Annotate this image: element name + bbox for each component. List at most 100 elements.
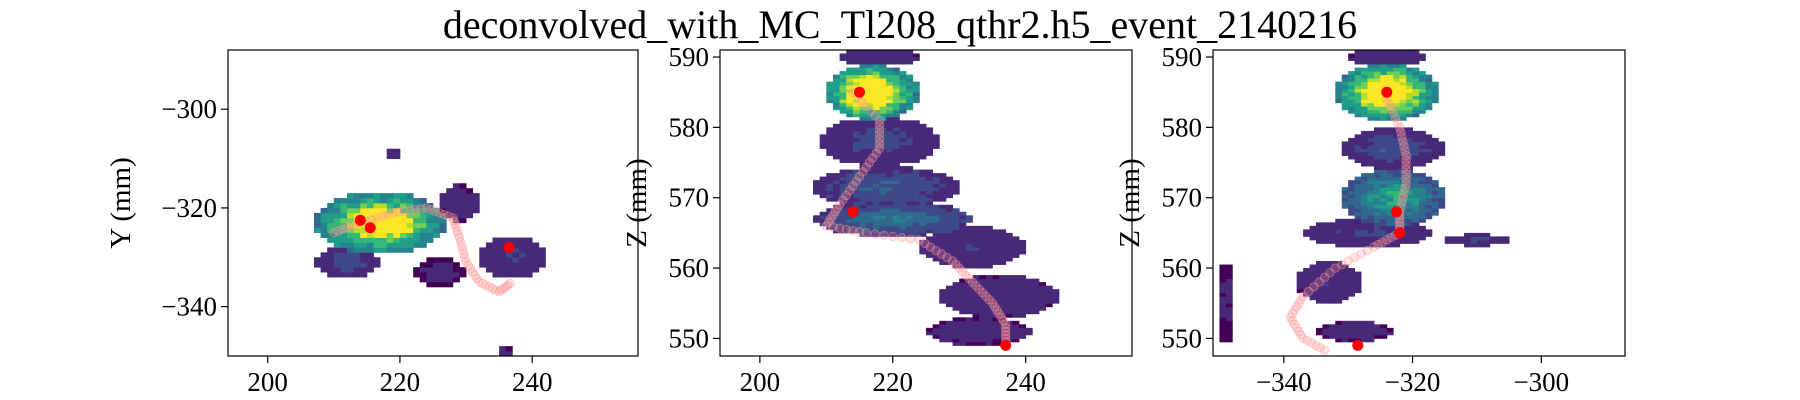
heatmap-cell bbox=[959, 232, 967, 237]
trajectory-point bbox=[1001, 330, 1011, 340]
heatmap-cell bbox=[485, 242, 493, 248]
heatmap-cell bbox=[999, 296, 1007, 301]
heatmap-cell bbox=[1393, 169, 1401, 174]
heatmap-cell bbox=[466, 203, 474, 209]
heatmap-cell bbox=[485, 262, 493, 268]
heatmap-cell bbox=[1341, 275, 1349, 280]
heatmap-cell bbox=[939, 194, 947, 199]
true-hit-marker bbox=[1000, 339, 1012, 351]
heatmap-cell bbox=[1367, 144, 1375, 149]
heatmap-cell bbox=[879, 152, 887, 156]
heatmap-cell bbox=[1380, 194, 1388, 199]
heatmap-cell bbox=[899, 109, 907, 114]
heatmap-cell bbox=[1335, 85, 1343, 90]
heatmap-cell bbox=[1367, 331, 1375, 336]
y-axis-label: Y (mm) bbox=[105, 157, 137, 249]
heatmap-cell bbox=[313, 212, 321, 219]
heatmap-cell bbox=[912, 53, 920, 58]
heatmap-cell bbox=[1393, 222, 1401, 227]
heatmap-cell bbox=[1361, 320, 1368, 325]
heatmap-cell bbox=[859, 152, 867, 156]
heatmap-cell bbox=[912, 127, 920, 132]
heatmap-cell bbox=[1354, 194, 1362, 199]
heatmap-cell bbox=[1386, 239, 1394, 244]
heatmap-cell bbox=[972, 236, 980, 241]
heatmap-cell bbox=[972, 229, 980, 234]
heatmap-cell bbox=[932, 236, 940, 241]
heatmap-cell bbox=[1496, 239, 1504, 244]
heatmap-cell bbox=[899, 127, 907, 132]
heatmap-cell bbox=[892, 155, 900, 160]
heatmap-cell bbox=[906, 127, 914, 132]
heatmap-cell bbox=[879, 71, 887, 76]
heatmap-cell bbox=[945, 232, 953, 237]
heatmap-cell bbox=[1380, 222, 1388, 227]
heatmap-cell bbox=[320, 207, 328, 214]
heatmap-cell bbox=[1348, 324, 1356, 329]
heatmap-cell bbox=[866, 218, 874, 223]
heatmap-cell bbox=[333, 212, 341, 219]
heatmap-cell bbox=[1406, 137, 1413, 142]
heatmap-cell bbox=[959, 285, 967, 290]
heatmap-cell bbox=[1032, 296, 1040, 301]
heatmap-cell bbox=[886, 109, 894, 114]
trajectory-point bbox=[1386, 103, 1396, 114]
heatmap-cell bbox=[366, 193, 374, 199]
heatmap-cell bbox=[832, 85, 841, 90]
heatmap-cell bbox=[360, 212, 368, 219]
heatmap-cell bbox=[965, 246, 973, 251]
trajectory-point bbox=[942, 252, 952, 263]
heatmap-cell bbox=[1367, 176, 1375, 181]
heatmap-cell bbox=[846, 92, 854, 97]
heatmap-cell bbox=[1425, 95, 1433, 100]
heatmap-cell bbox=[1341, 141, 1349, 146]
heatmap-cell bbox=[1412, 187, 1420, 192]
heatmap-cell bbox=[426, 281, 434, 288]
heatmap-cell bbox=[1412, 67, 1420, 72]
heatmap-cell bbox=[879, 162, 887, 167]
heatmap-cell bbox=[939, 222, 947, 227]
heatmap-cell bbox=[1225, 289, 1233, 294]
heatmap-cell bbox=[912, 95, 920, 100]
heatmap-cell bbox=[952, 239, 960, 244]
heatmap-cell bbox=[393, 217, 401, 224]
heatmap-cell bbox=[879, 74, 887, 79]
heatmap-cell bbox=[846, 85, 854, 90]
heatmap-cell bbox=[926, 187, 934, 192]
x-tick-label: −300 bbox=[1513, 367, 1569, 397]
heatmap-cell bbox=[839, 190, 847, 195]
heatmap-cell bbox=[347, 203, 355, 209]
heatmap-cell bbox=[879, 109, 887, 114]
trajectory-point bbox=[854, 227, 865, 237]
heatmap-cell bbox=[819, 176, 827, 181]
heatmap-cell bbox=[1386, 197, 1394, 202]
heatmap-cell bbox=[1406, 148, 1413, 153]
heatmap-cell bbox=[1425, 176, 1433, 181]
trajectory-point bbox=[1401, 160, 1411, 170]
heatmap-cell bbox=[839, 155, 847, 160]
heatmap-cell bbox=[899, 120, 907, 125]
heatmap-cell bbox=[899, 137, 907, 142]
heatmap-cell bbox=[866, 67, 874, 72]
heatmap-cell bbox=[512, 237, 520, 243]
heatmap-cell bbox=[459, 267, 467, 273]
heatmap-cell bbox=[826, 190, 834, 195]
heatmap-cell bbox=[1335, 229, 1343, 234]
heatmap-cell bbox=[932, 134, 940, 139]
heatmap-cell bbox=[1367, 81, 1375, 86]
heatmap-cell bbox=[320, 212, 328, 219]
heatmap-cell bbox=[1354, 187, 1362, 192]
heatmap-cell bbox=[819, 180, 827, 185]
heatmap-cell bbox=[952, 183, 960, 188]
heatmap-cell bbox=[1303, 268, 1310, 272]
heatmap-cell bbox=[1373, 130, 1381, 135]
heatmap-cell bbox=[872, 162, 880, 167]
heatmap-cell bbox=[1373, 215, 1381, 220]
heatmap-cell bbox=[999, 250, 1007, 255]
heatmap-cell bbox=[347, 247, 355, 253]
heatmap-cell bbox=[879, 222, 887, 227]
heatmap-cell bbox=[859, 137, 867, 142]
heatmap-cell bbox=[1038, 289, 1047, 294]
heatmap-cell bbox=[899, 144, 907, 149]
heatmap-cell bbox=[1367, 113, 1375, 118]
